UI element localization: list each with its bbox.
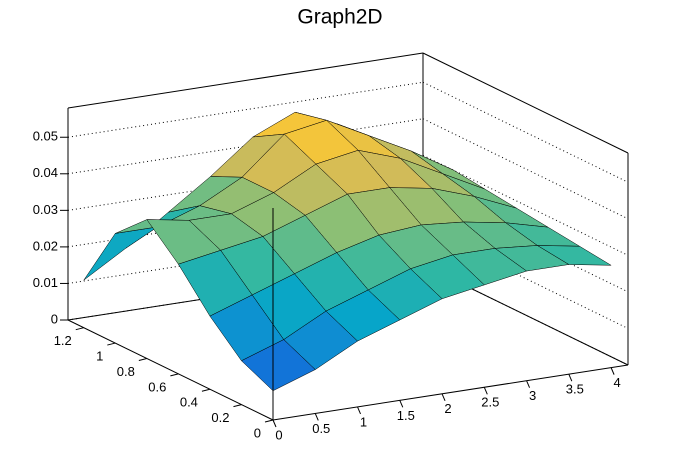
x-tick-label: 3.5 bbox=[566, 382, 584, 397]
x-tick-label: 2 bbox=[444, 401, 451, 416]
y-tick-label: 1 bbox=[96, 349, 103, 364]
x-tick bbox=[610, 367, 615, 375]
x-tick-label: 2.5 bbox=[481, 395, 499, 410]
y-tick-label: 0.8 bbox=[117, 364, 135, 379]
y-axis bbox=[67, 319, 274, 421]
y-tick bbox=[138, 357, 147, 361]
z-tick-label: 0 bbox=[51, 311, 58, 326]
y-tick-label: 1.2 bbox=[54, 333, 72, 348]
x-tick bbox=[272, 419, 277, 428]
chart-title: Graph2D bbox=[297, 6, 382, 29]
x-tick-label: 0.5 bbox=[312, 421, 330, 436]
y-tick-label: 0.4 bbox=[180, 395, 198, 410]
surface-cell bbox=[241, 339, 316, 392]
surface-cell bbox=[83, 226, 158, 281]
x-tick bbox=[441, 393, 446, 402]
x-tick-label: 0 bbox=[275, 427, 282, 442]
y-tick-label: 0.2 bbox=[211, 410, 229, 425]
x-tick bbox=[399, 400, 404, 408]
y-tick-label: 0 bbox=[254, 425, 261, 440]
x-tick bbox=[314, 413, 319, 421]
x-tick-label: 3 bbox=[529, 388, 536, 403]
x-tick-label: 1 bbox=[360, 414, 367, 429]
y-tick bbox=[264, 419, 274, 423]
x-tick bbox=[568, 373, 573, 382]
y-tick bbox=[233, 404, 242, 408]
z-tick-label: 0.04 bbox=[33, 165, 58, 180]
box-edge bbox=[67, 52, 424, 109]
box-edge bbox=[422, 52, 629, 154]
grid-line bbox=[67, 81, 424, 138]
x-tick bbox=[483, 387, 488, 395]
x-tick bbox=[526, 380, 531, 388]
z-tick-label: 0.01 bbox=[33, 275, 58, 290]
y-tick-label: 0.6 bbox=[148, 379, 166, 394]
y-tick bbox=[107, 342, 116, 346]
z-tick-label: 0.03 bbox=[33, 202, 58, 217]
y-tick bbox=[75, 327, 84, 331]
z-tick-label: 0.05 bbox=[33, 129, 58, 144]
x-tick-label: 1.5 bbox=[397, 408, 415, 423]
grid-line bbox=[422, 81, 629, 183]
x-tick bbox=[357, 406, 361, 415]
y-tick bbox=[170, 373, 179, 377]
z-tick-label: 0.02 bbox=[33, 238, 58, 253]
x-tick-label: 4 bbox=[613, 375, 620, 390]
y-tick bbox=[201, 388, 211, 392]
